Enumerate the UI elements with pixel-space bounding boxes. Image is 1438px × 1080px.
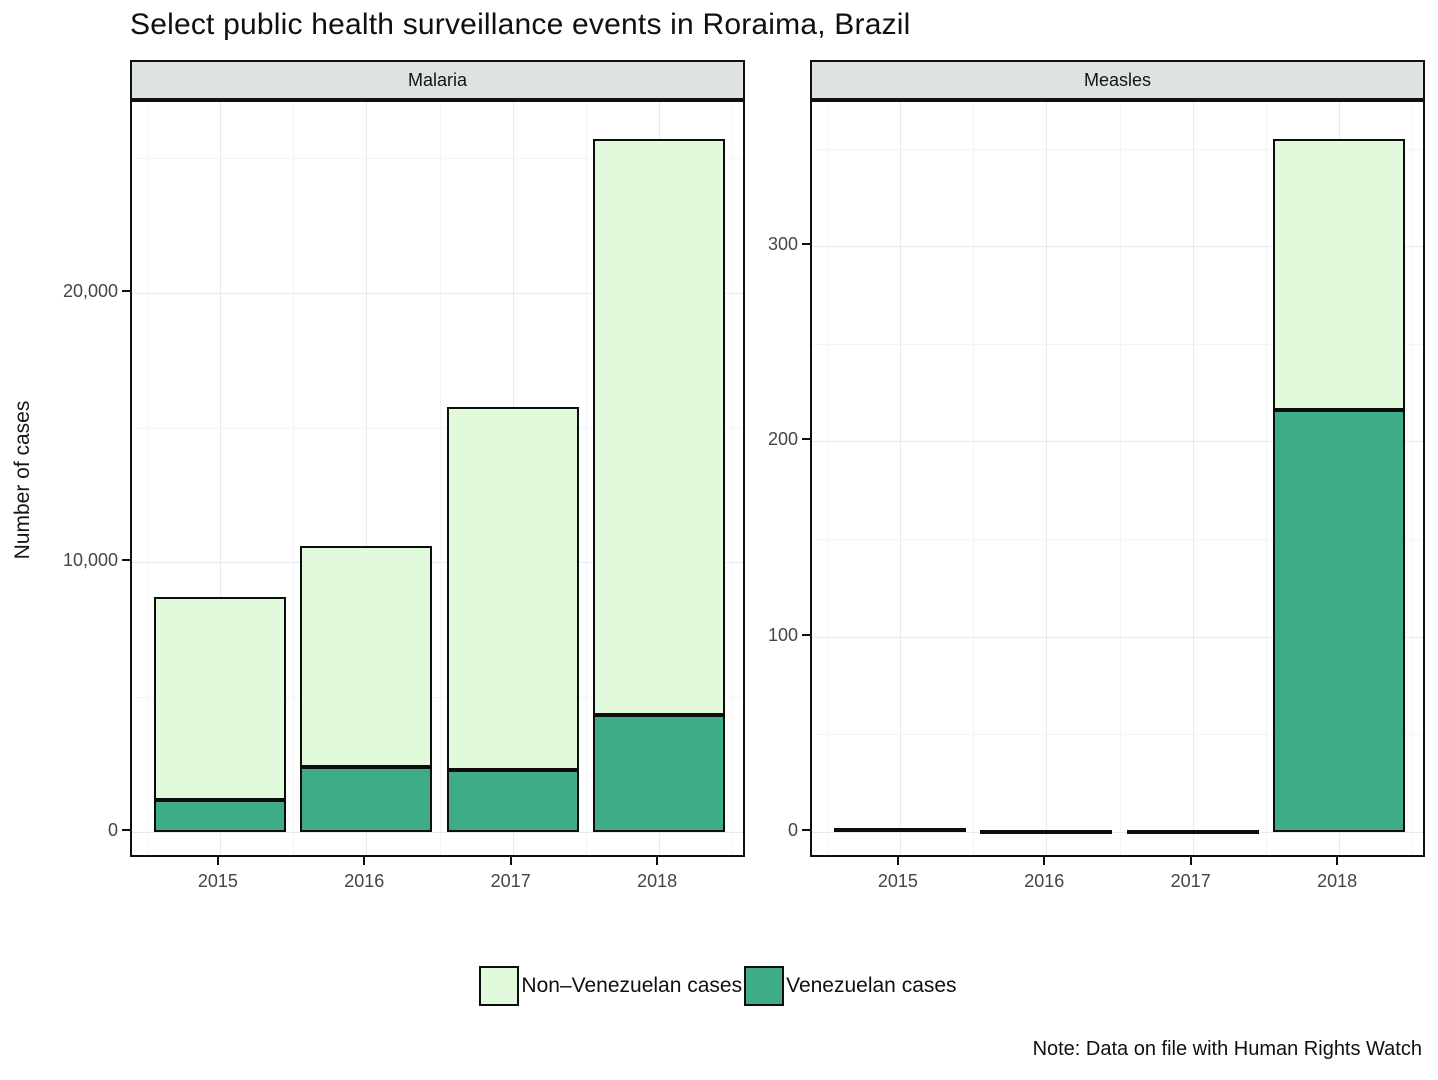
legend-label-non-venezuelan: Non–Venezuelan cases xyxy=(521,974,743,997)
bar-segment-non-venezuelan-cases-2018 xyxy=(1273,139,1406,411)
y-axis-title: Number of cases xyxy=(11,400,34,560)
bar-segment-non-venezuelan-cases-2017 xyxy=(1126,829,1259,834)
bar-segment-venezuelan-cases-2018 xyxy=(1273,410,1406,832)
legend-item-venezuelan: Venezuelan cases xyxy=(744,966,958,1006)
gridline-major-horizontal xyxy=(812,636,1423,638)
y-tick-label: 0 xyxy=(107,819,118,840)
y-tick-label: 200 xyxy=(767,429,798,450)
gridline-minor-vertical xyxy=(1119,102,1121,855)
y-tick-mark xyxy=(802,828,810,831)
legend-item-non-venezuelan: Non–Venezuelan cases xyxy=(479,966,744,1006)
panel-header-malaria: Malaria xyxy=(130,60,745,100)
x-tick-mark xyxy=(216,857,219,865)
bar-segment-non-venezuelan-cases-2015 xyxy=(833,827,966,832)
y-tick-label: 300 xyxy=(767,234,798,255)
x-tick-mark xyxy=(656,857,659,865)
x-tick-label-2017: 2017 xyxy=(1170,871,1211,891)
gridline-minor-horizontal xyxy=(812,343,1423,345)
gridline-major-horizontal xyxy=(812,831,1423,833)
gridline-minor-horizontal xyxy=(812,539,1423,541)
x-tick-mark xyxy=(1043,857,1046,865)
y-tick-mark xyxy=(802,243,810,246)
y-tick-label: 10,000 xyxy=(62,550,118,571)
x-tick-label-2017: 2017 xyxy=(490,871,531,891)
y-tick-mark xyxy=(122,828,130,831)
plot-area-measles xyxy=(810,100,1425,857)
gridline-minor-vertical xyxy=(1412,102,1414,855)
gridline-minor-horizontal xyxy=(812,734,1423,736)
gridline-minor-vertical xyxy=(439,102,441,855)
x-tick-label-2018: 2018 xyxy=(637,871,678,891)
gridline-major-horizontal xyxy=(132,292,743,294)
gridline-minor-horizontal xyxy=(132,157,743,159)
gridline-minor-vertical xyxy=(146,102,148,855)
x-tick-mark xyxy=(896,857,899,865)
bar-segment-non-venezuelan-cases-2015 xyxy=(153,597,286,800)
gridline-major-horizontal xyxy=(132,831,743,833)
gridline-major-vertical xyxy=(366,102,368,855)
y-tick-mark xyxy=(122,289,130,292)
gridline-minor-vertical xyxy=(732,102,734,855)
bar-segment-venezuelan-cases-2017 xyxy=(446,769,579,832)
bar-segment-non-venezuelan-cases-2018 xyxy=(593,139,726,715)
x-tick-mark xyxy=(363,857,366,865)
gridline-major-horizontal xyxy=(812,441,1423,443)
bar-segment-venezuelan-cases-2015 xyxy=(153,799,286,832)
legend-swatch-venezuelan xyxy=(744,966,785,1006)
bar-segment-non-venezuelan-cases-2017 xyxy=(446,407,579,770)
plot-area-malaria xyxy=(130,100,745,857)
y-tick-label: 20,000 xyxy=(62,280,118,301)
gridline-major-vertical xyxy=(1192,102,1194,855)
gridline-major-horizontal xyxy=(132,562,743,564)
legend-label-venezuelan: Venezuelan cases xyxy=(786,974,957,997)
legend: Non–Venezuelan cases Venezuelan cases xyxy=(0,966,1438,1006)
y-tick-mark xyxy=(802,438,810,441)
bar-segment-venezuelan-cases-2018 xyxy=(593,714,726,832)
bar-segment-venezuelan-cases-2016 xyxy=(300,767,433,832)
gridline-minor-vertical xyxy=(293,102,295,855)
y-tick-label: 0 xyxy=(787,819,798,840)
x-tick-label-2015: 2015 xyxy=(877,871,918,891)
gridline-major-vertical xyxy=(219,102,221,855)
gridline-major-horizontal xyxy=(812,246,1423,248)
gridline-minor-horizontal xyxy=(132,697,743,699)
bar-segment-non-venezuelan-cases-2016 xyxy=(980,829,1113,834)
y-tick-mark xyxy=(122,559,130,562)
y-tick-mark xyxy=(802,633,810,636)
bar-segment-non-venezuelan-cases-2016 xyxy=(300,546,433,768)
gridline-minor-horizontal xyxy=(132,427,743,429)
gridline-minor-vertical xyxy=(973,102,975,855)
x-tick-mark xyxy=(1336,857,1339,865)
x-tick-label-2016: 2016 xyxy=(344,871,385,891)
gridline-minor-vertical xyxy=(585,102,587,855)
gridline-minor-vertical xyxy=(1265,102,1267,855)
gridline-major-vertical xyxy=(1046,102,1048,855)
panel-header-measles: Measles xyxy=(810,60,1425,100)
gridline-major-vertical xyxy=(899,102,901,855)
x-tick-label-2015: 2015 xyxy=(197,871,238,891)
chart-note: Note: Data on file with Human Rights Wat… xyxy=(1032,1038,1422,1060)
chart-title: Select public health surveillance events… xyxy=(130,8,911,41)
x-tick-label-2016: 2016 xyxy=(1024,871,1065,891)
x-tick-mark xyxy=(1189,857,1192,865)
x-tick-mark xyxy=(509,857,512,865)
x-tick-label-2018: 2018 xyxy=(1317,871,1358,891)
y-tick-label: 100 xyxy=(767,624,798,645)
gridline-minor-horizontal xyxy=(812,148,1423,150)
legend-swatch-non-venezuelan xyxy=(479,966,520,1006)
gridline-minor-vertical xyxy=(826,102,828,855)
